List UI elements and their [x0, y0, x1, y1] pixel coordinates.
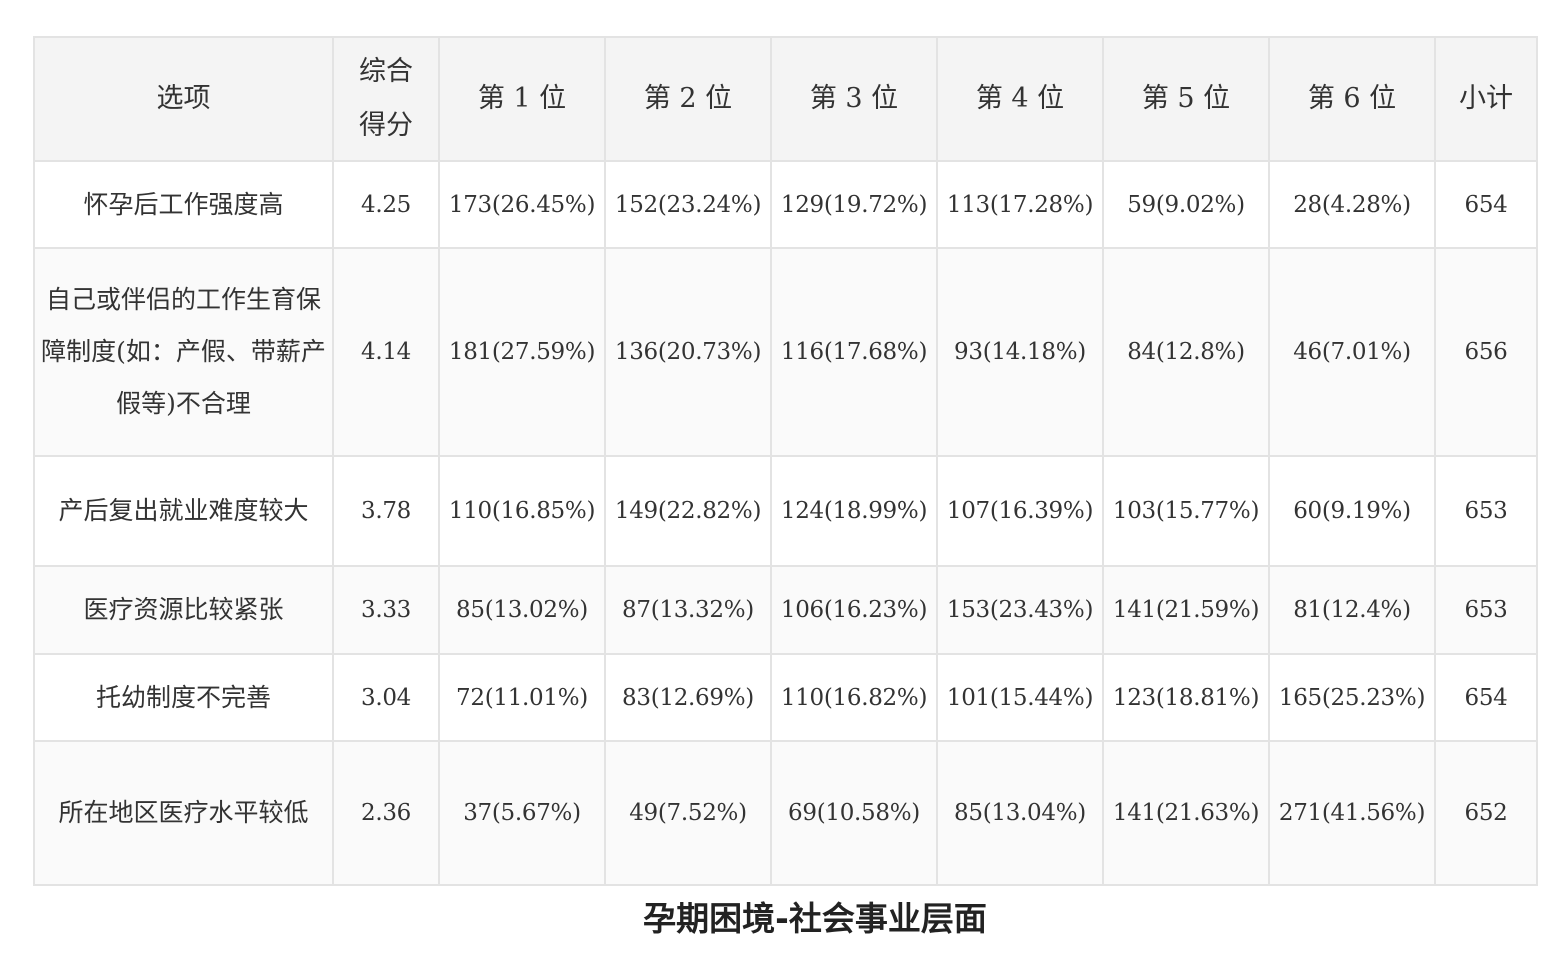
cell-rank-3: 124(18.99%) — [770, 455, 938, 567]
cell-rank-4: 153(23.43%) — [936, 565, 1104, 655]
cell-rank-2: 87(13.32%) — [604, 565, 772, 655]
cell-rank-4: 107(16.39%) — [936, 455, 1104, 567]
cell-rank-1: 110(16.85%) — [438, 455, 606, 567]
cell-option: 医疗资源比较紧张 — [33, 565, 334, 655]
cell-rank-1: 37(5.67%) — [438, 740, 606, 886]
cell-rank-6: 60(9.19%) — [1268, 455, 1436, 567]
cell-rank-2: 136(20.73%) — [604, 247, 772, 457]
table-header-row: 选项 综合 得分 第 1 位 第 2 位 第 3 位 第 4 位 第 5 位 第… — [33, 36, 1538, 162]
cell-rank-1: 72(11.01%) — [438, 653, 606, 742]
cell-subtotal: 652 — [1434, 740, 1538, 886]
cell-option: 所在地区医疗水平较低 — [33, 740, 334, 886]
cell-rank-5: 141(21.59%) — [1102, 565, 1270, 655]
cell-rank-6: 81(12.4%) — [1268, 565, 1436, 655]
header-rank-5: 第 5 位 — [1102, 36, 1270, 162]
cell-rank-5: 123(18.81%) — [1102, 653, 1270, 742]
cell-rank-6: 165(25.23%) — [1268, 653, 1436, 742]
cell-rank-3: 110(16.82%) — [770, 653, 938, 742]
table-row: 所在地区医疗水平较低 2.36 37(5.67%) 49(7.52%) 69(1… — [33, 740, 1538, 886]
cell-rank-3: 116(17.68%) — [770, 247, 938, 457]
cell-rank-2: 149(22.82%) — [604, 455, 772, 567]
cell-rank-3: 69(10.58%) — [770, 740, 938, 886]
cell-option: 怀孕后工作强度高 — [33, 160, 334, 249]
cell-subtotal: 656 — [1434, 247, 1538, 457]
cell-rank-6: 46(7.01%) — [1268, 247, 1436, 457]
cell-option: 产后复出就业难度较大 — [33, 455, 334, 567]
cell-score: 4.25 — [332, 160, 440, 249]
cell-score: 4.14 — [332, 247, 440, 457]
cell-rank-4: 85(13.04%) — [936, 740, 1104, 886]
table-caption: 孕期困境-社会事业层面 — [643, 899, 987, 938]
cell-rank-2: 49(7.52%) — [604, 740, 772, 886]
cell-rank-4: 113(17.28%) — [936, 160, 1104, 249]
header-rank-6: 第 6 位 — [1268, 36, 1436, 162]
cell-rank-1: 85(13.02%) — [438, 565, 606, 655]
cell-score: 3.04 — [332, 653, 440, 742]
header-option: 选项 — [33, 36, 334, 162]
cell-rank-6: 28(4.28%) — [1268, 160, 1436, 249]
ranking-table-container: 选项 综合 得分 第 1 位 第 2 位 第 3 位 第 4 位 第 5 位 第… — [33, 36, 1538, 886]
table-row: 托幼制度不完善 3.04 72(11.01%) 83(12.69%) 110(1… — [33, 653, 1538, 742]
cell-rank-5: 141(21.63%) — [1102, 740, 1270, 886]
cell-subtotal: 653 — [1434, 455, 1538, 567]
cell-rank-4: 93(14.18%) — [936, 247, 1104, 457]
table-row: 自己或伴侣的工作生育保障制度(如：产假、带薪产假等)不合理 4.14 181(2… — [33, 247, 1538, 457]
cell-rank-6: 271(41.56%) — [1268, 740, 1436, 886]
cell-score: 2.36 — [332, 740, 440, 886]
header-rank-1: 第 1 位 — [438, 36, 606, 162]
cell-score: 3.78 — [332, 455, 440, 567]
cell-rank-5: 84(12.8%) — [1102, 247, 1270, 457]
cell-subtotal: 654 — [1434, 653, 1538, 742]
header-subtotal: 小计 — [1434, 36, 1538, 162]
cell-rank-1: 181(27.59%) — [438, 247, 606, 457]
cell-rank-5: 103(15.77%) — [1102, 455, 1270, 567]
table-row: 产后复出就业难度较大 3.78 110(16.85%) 149(22.82%) … — [33, 455, 1538, 567]
header-rank-2: 第 2 位 — [604, 36, 772, 162]
cell-score: 3.33 — [332, 565, 440, 655]
cell-rank-3: 106(16.23%) — [770, 565, 938, 655]
header-rank-3: 第 3 位 — [770, 36, 938, 162]
cell-rank-5: 59(9.02%) — [1102, 160, 1270, 249]
header-score-text: 综合 得分 — [359, 56, 413, 141]
header-score: 综合 得分 — [332, 36, 440, 162]
cell-rank-1: 173(26.45%) — [438, 160, 606, 249]
cell-rank-3: 129(19.72%) — [770, 160, 938, 249]
cell-rank-4: 101(15.44%) — [936, 653, 1104, 742]
cell-rank-2: 152(23.24%) — [604, 160, 772, 249]
table-row: 怀孕后工作强度高 4.25 173(26.45%) 152(23.24%) 12… — [33, 160, 1538, 249]
cell-option: 托幼制度不完善 — [33, 653, 334, 742]
cell-rank-2: 83(12.69%) — [604, 653, 772, 742]
cell-subtotal: 653 — [1434, 565, 1538, 655]
header-rank-4: 第 4 位 — [936, 36, 1104, 162]
cell-subtotal: 654 — [1434, 160, 1538, 249]
cell-option: 自己或伴侣的工作生育保障制度(如：产假、带薪产假等)不合理 — [33, 247, 334, 457]
ranking-table: 选项 综合 得分 第 1 位 第 2 位 第 3 位 第 4 位 第 5 位 第… — [33, 36, 1538, 886]
table-row: 医疗资源比较紧张 3.33 85(13.02%) 87(13.32%) 106(… — [33, 565, 1538, 655]
